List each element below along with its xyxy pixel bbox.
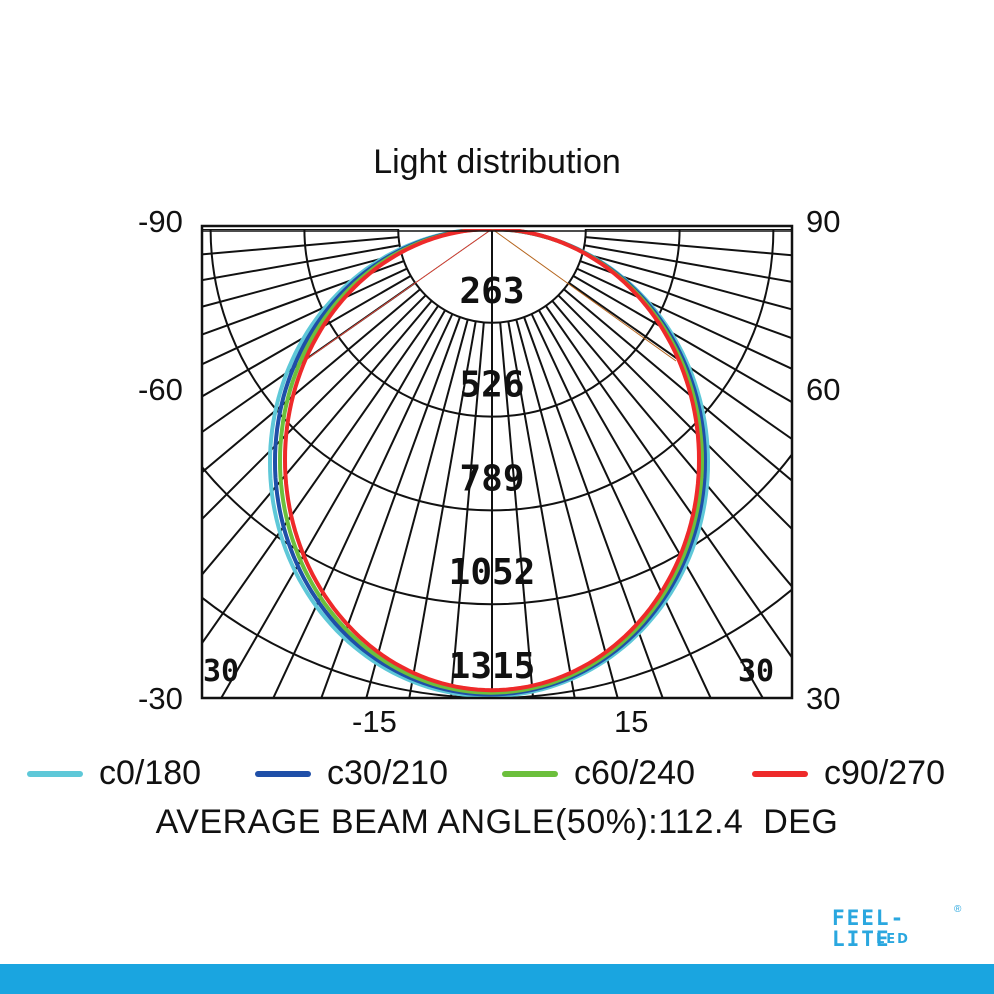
tick-right-0: 90	[806, 204, 841, 239]
legend-item-c0: c0/180	[27, 754, 201, 793]
tick-left-1: -60	[138, 372, 183, 407]
corner-label-left: 30	[203, 654, 240, 689]
legend-swatch-c0	[27, 770, 83, 777]
distribution-curves	[267, 229, 711, 698]
logo-sub-text: LED	[876, 932, 910, 947]
tick-bottom-1: 15	[614, 704, 649, 739]
svg-text:1052: 1052	[449, 552, 536, 593]
chart-title: Light distribution	[373, 143, 621, 181]
logo-main-text: FEEL-LITE	[832, 906, 906, 951]
legend: c0/180 c30/210 c60/240 c90/270	[0, 754, 994, 794]
polar-plot: 263 526 789 1052 1315	[200, 224, 794, 700]
tick-bottom-0: -15	[352, 704, 397, 739]
legend-label-c30: c30/210	[327, 754, 448, 792]
tick-left-0: -90	[138, 204, 183, 239]
footer-bar	[0, 964, 994, 994]
legend-label-c0: c0/180	[99, 754, 202, 792]
corner-label-right: 30	[738, 654, 775, 689]
legend-swatch-c60	[502, 770, 558, 777]
legend-label-c60: c60/240	[574, 754, 695, 792]
legend-swatch-c30	[255, 770, 311, 777]
legend-item-c60: c60/240	[502, 754, 695, 793]
tick-right-1: 60	[806, 372, 841, 407]
svg-text:263: 263	[459, 271, 524, 312]
tick-left-2: -30	[138, 681, 183, 716]
brand-logo: FEEL-LITE LED ®	[832, 904, 962, 958]
beam-angle-text: AVERAGE BEAM ANGLE(50%):112.4 DEG	[155, 803, 839, 841]
legend-item-c90: c90/270	[752, 754, 945, 793]
ring-labels: 263 526 789 1052 1315	[449, 271, 536, 687]
svg-text:789: 789	[459, 458, 524, 499]
legend-swatch-c90	[752, 770, 808, 777]
svg-text:526: 526	[459, 365, 524, 406]
legend-item-c30: c30/210	[255, 754, 448, 793]
svg-text:1315: 1315	[449, 646, 536, 687]
plot-frame	[200, 224, 794, 700]
legend-label-c90: c90/270	[824, 754, 945, 792]
tick-right-2: 30	[806, 681, 841, 716]
registered-icon: ®	[954, 904, 962, 915]
